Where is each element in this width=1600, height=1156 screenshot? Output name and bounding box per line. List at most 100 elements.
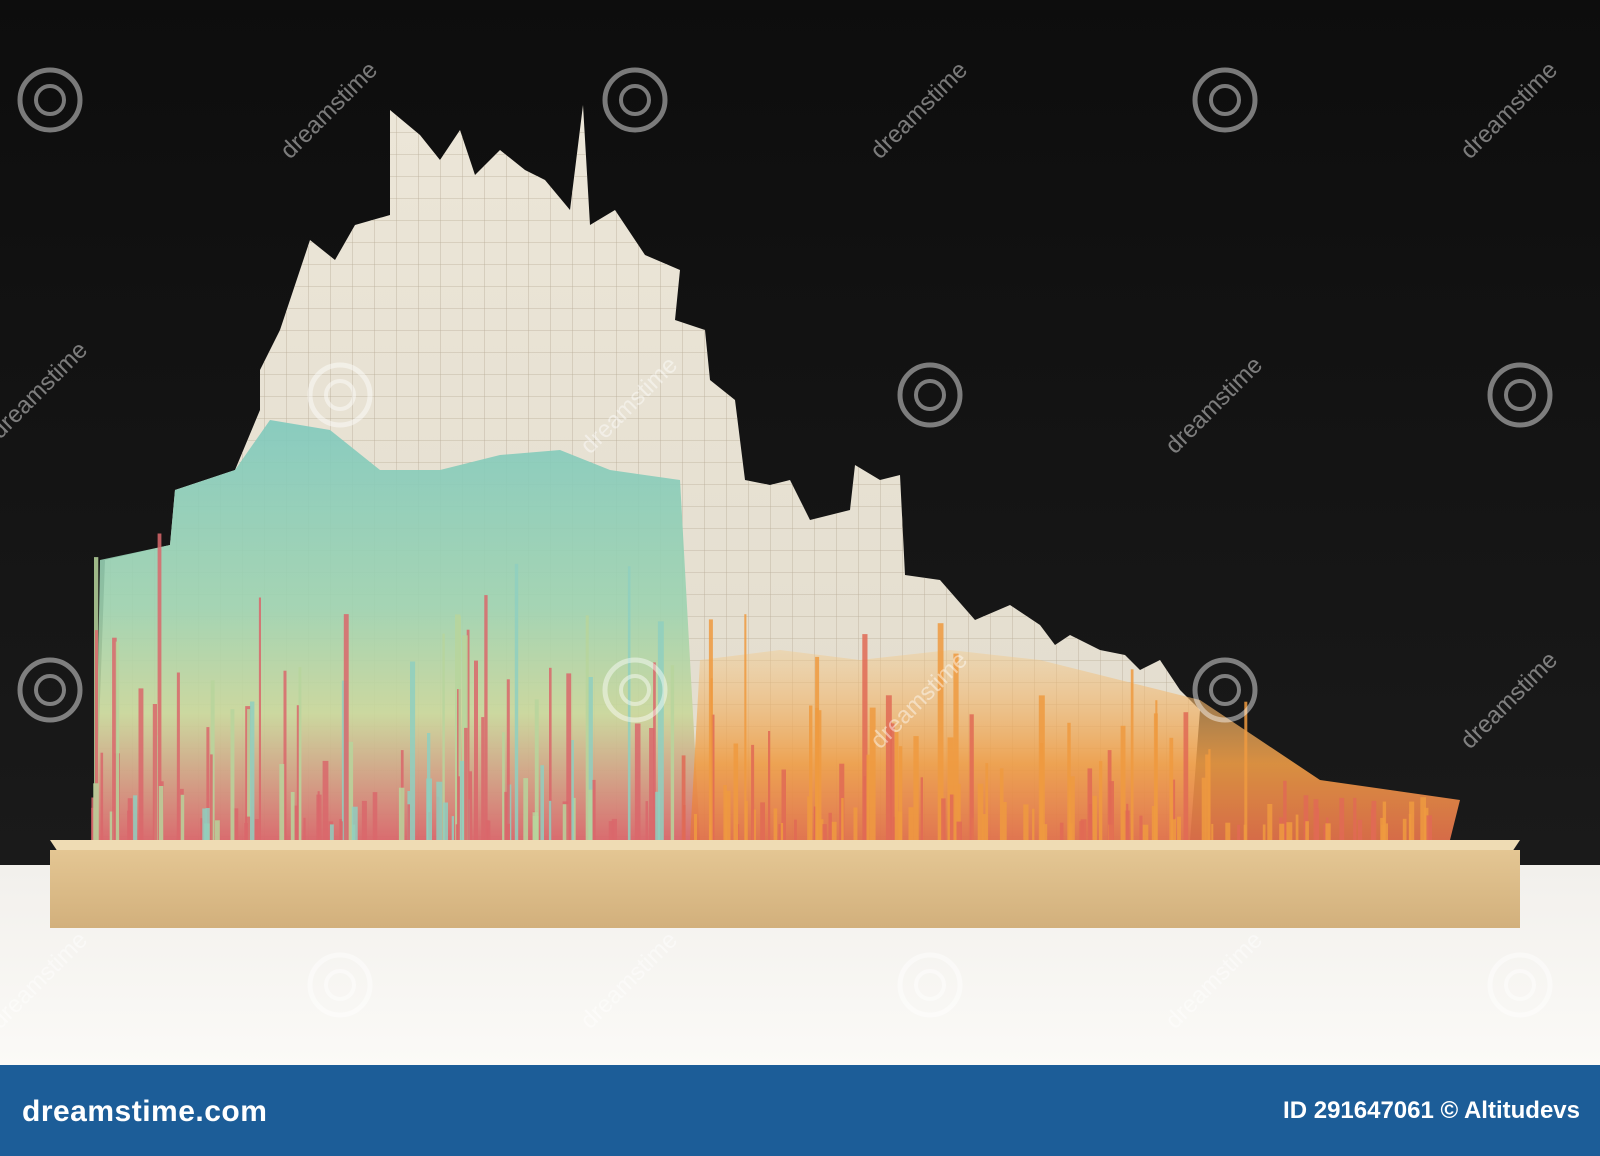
spike <box>514 563 519 840</box>
spike <box>340 821 343 840</box>
spike <box>1423 807 1429 840</box>
spike <box>920 777 923 840</box>
spike <box>258 597 261 840</box>
spike <box>760 802 765 840</box>
spike <box>862 634 868 840</box>
spike <box>398 787 405 840</box>
spike <box>504 791 508 840</box>
spike <box>822 824 827 840</box>
spike <box>751 744 755 840</box>
spike <box>898 811 903 840</box>
spike <box>608 821 615 840</box>
spike <box>407 804 411 840</box>
spike <box>1382 801 1387 840</box>
spike <box>670 665 675 840</box>
spike <box>1172 779 1176 840</box>
spike <box>426 778 432 840</box>
spike <box>937 623 944 840</box>
spike <box>329 824 334 840</box>
watermark-swirl <box>619 674 651 706</box>
spike <box>1420 797 1426 840</box>
spike <box>112 637 117 840</box>
watermark-swirl <box>1209 674 1241 706</box>
spike <box>585 615 589 840</box>
spike <box>158 786 164 840</box>
logo[interactable]: dreamstime.com <box>22 1095 268 1128</box>
watermark-swirl <box>914 969 946 1001</box>
spike <box>133 795 138 840</box>
spike <box>1426 815 1432 840</box>
spike <box>913 736 919 840</box>
spike <box>1151 806 1156 840</box>
spike <box>645 801 648 840</box>
watermark-swirl <box>34 674 66 706</box>
spike <box>969 714 974 840</box>
watermark-swirl <box>324 379 356 411</box>
spike <box>1088 804 1092 840</box>
spike <box>1279 823 1285 840</box>
spike <box>853 807 858 840</box>
spike <box>1068 776 1075 840</box>
spike <box>215 820 220 840</box>
spike <box>1225 822 1231 840</box>
spike <box>710 678 713 840</box>
spike <box>464 727 468 840</box>
watermark-swirl <box>602 67 668 133</box>
spike <box>1353 797 1357 840</box>
spike <box>890 723 895 840</box>
spike <box>210 754 213 840</box>
spike <box>657 621 664 840</box>
spike <box>681 755 686 840</box>
spike <box>653 662 656 840</box>
spike <box>949 794 955 840</box>
watermark-swirl <box>897 362 963 428</box>
spike <box>683 805 686 840</box>
spike <box>649 728 655 840</box>
spike <box>372 792 378 840</box>
spike <box>1042 824 1048 840</box>
spike <box>572 797 576 840</box>
spike <box>1155 700 1158 840</box>
watermark-swirl <box>1487 952 1553 1018</box>
spike <box>254 819 259 840</box>
spike <box>523 778 529 840</box>
spike <box>1099 761 1103 840</box>
spike <box>627 566 631 840</box>
spike <box>1059 822 1064 840</box>
spike <box>1315 808 1320 840</box>
spike <box>152 704 157 840</box>
spike <box>1109 781 1114 840</box>
spike <box>634 723 641 840</box>
spike <box>1142 824 1149 840</box>
spike <box>744 614 747 840</box>
spike <box>279 764 285 840</box>
spike <box>999 768 1004 840</box>
spike <box>566 673 572 840</box>
spike <box>469 771 472 840</box>
watermark-swirl <box>17 657 83 723</box>
watermark-swirl <box>17 67 83 133</box>
spike <box>481 717 485 840</box>
spike <box>293 805 299 840</box>
spike <box>947 737 954 840</box>
watermark-swirl <box>1504 379 1536 411</box>
spike <box>1385 823 1388 840</box>
spike <box>841 798 844 840</box>
spike <box>898 746 903 840</box>
spike <box>95 630 98 840</box>
spike <box>322 760 329 840</box>
spike <box>436 781 443 840</box>
watermark-swirl <box>1192 67 1258 133</box>
base <box>50 850 1520 928</box>
spike <box>343 614 349 840</box>
spike <box>157 533 162 840</box>
spike <box>953 653 959 840</box>
spike <box>655 791 660 840</box>
spike <box>93 783 99 840</box>
spikes <box>91 533 1432 840</box>
spike <box>534 699 539 840</box>
spike <box>709 824 712 840</box>
spike <box>982 814 987 840</box>
spike <box>1303 795 1309 840</box>
spike <box>773 808 778 840</box>
